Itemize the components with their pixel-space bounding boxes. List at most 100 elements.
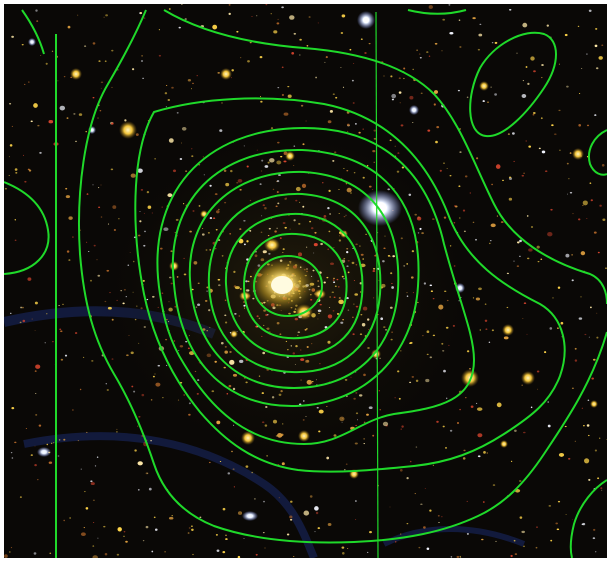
background-galaxy (264, 206, 267, 210)
background-galaxy (283, 160, 287, 163)
background-galaxy (390, 75, 393, 78)
background-galaxy (547, 424, 551, 428)
background-galaxy (111, 122, 114, 125)
background-galaxy (355, 392, 358, 394)
background-galaxy (584, 458, 590, 464)
background-galaxy (21, 44, 24, 46)
background-galaxy (571, 254, 573, 256)
background-galaxy (373, 137, 377, 140)
background-galaxy (412, 292, 414, 294)
background-galaxy (327, 120, 332, 124)
background-galaxy (350, 376, 352, 378)
background-galaxy (359, 333, 363, 336)
background-galaxy (181, 126, 187, 131)
background-galaxy (152, 295, 155, 298)
background-galaxy (117, 69, 119, 71)
background-galaxy (384, 235, 386, 237)
background-galaxy (355, 500, 357, 502)
background-galaxy (170, 250, 173, 253)
background-galaxy (71, 236, 74, 238)
background-galaxy (466, 96, 469, 99)
background-galaxy (406, 263, 409, 265)
background-galaxy (446, 168, 448, 170)
background-galaxy (209, 184, 212, 187)
background-galaxy (490, 223, 496, 228)
background-galaxy (299, 54, 301, 56)
background-galaxy (165, 364, 168, 367)
contour-level-6 (171, 148, 420, 408)
background-galaxy (366, 164, 369, 167)
background-galaxy (434, 42, 438, 45)
background-galaxy (93, 244, 96, 247)
background-galaxy (343, 168, 345, 170)
background-galaxy (328, 189, 331, 192)
background-galaxy (243, 145, 245, 147)
background-galaxy (192, 82, 194, 85)
background-galaxy (267, 235, 270, 237)
background-galaxy (340, 321, 344, 324)
background-galaxy (10, 547, 13, 549)
background-galaxy (268, 227, 271, 230)
background-galaxy (555, 522, 559, 525)
background-galaxy (234, 286, 240, 290)
background-galaxy (347, 271, 350, 274)
background-galaxy (373, 129, 377, 132)
background-galaxy (183, 257, 185, 259)
background-galaxy (596, 336, 599, 339)
background-galaxy (338, 299, 344, 305)
background-galaxy (449, 32, 454, 35)
background-galaxy (437, 514, 440, 517)
background-galaxy (195, 306, 198, 308)
background-galaxy (541, 150, 546, 154)
background-galaxy (387, 188, 391, 191)
background-galaxy (245, 289, 250, 292)
background-galaxy (206, 330, 208, 332)
background-galaxy (378, 390, 380, 392)
background-galaxy (443, 369, 446, 373)
background-galaxy (550, 539, 553, 542)
background-galaxy (392, 255, 396, 258)
background-galaxy (462, 209, 466, 212)
background-galaxy (59, 105, 66, 111)
background-galaxy (40, 55, 42, 56)
background-galaxy (276, 160, 282, 165)
background-galaxy (342, 552, 345, 555)
background-galaxy (293, 165, 295, 166)
background-galaxy (313, 242, 318, 247)
background-galaxy (417, 232, 420, 234)
background-galaxy (205, 249, 208, 251)
background-galaxy (362, 306, 368, 311)
background-galaxy (372, 267, 376, 270)
background-galaxy (342, 318, 344, 321)
background-galaxy (583, 424, 585, 427)
background-galaxy (64, 354, 68, 357)
background-galaxy (305, 246, 308, 248)
background-galaxy (225, 534, 227, 537)
background-galaxy (232, 387, 236, 391)
background-galaxy (302, 400, 305, 402)
background-galaxy (459, 128, 461, 130)
background-galaxy (167, 99, 171, 101)
background-galaxy (240, 57, 242, 59)
background-galaxy (97, 187, 100, 189)
background-galaxy (314, 231, 317, 234)
background-galaxy (566, 193, 569, 195)
background-galaxy (36, 20, 39, 22)
background-galaxy (306, 359, 309, 363)
background-galaxy (105, 383, 108, 385)
background-galaxy (97, 117, 99, 119)
background-galaxy (580, 296, 582, 298)
background-galaxy (459, 408, 461, 411)
background-galaxy (142, 279, 145, 282)
background-galaxy (163, 227, 169, 232)
background-galaxy (142, 77, 144, 79)
background-galaxy (262, 250, 267, 254)
background-galaxy (432, 334, 436, 337)
background-galaxy (406, 477, 409, 480)
background-galaxy (305, 120, 307, 122)
background-galaxy (346, 130, 349, 132)
background-galaxy (191, 528, 194, 531)
background-galaxy (295, 199, 298, 202)
background-galaxy (397, 370, 400, 373)
background-galaxy (243, 538, 245, 540)
